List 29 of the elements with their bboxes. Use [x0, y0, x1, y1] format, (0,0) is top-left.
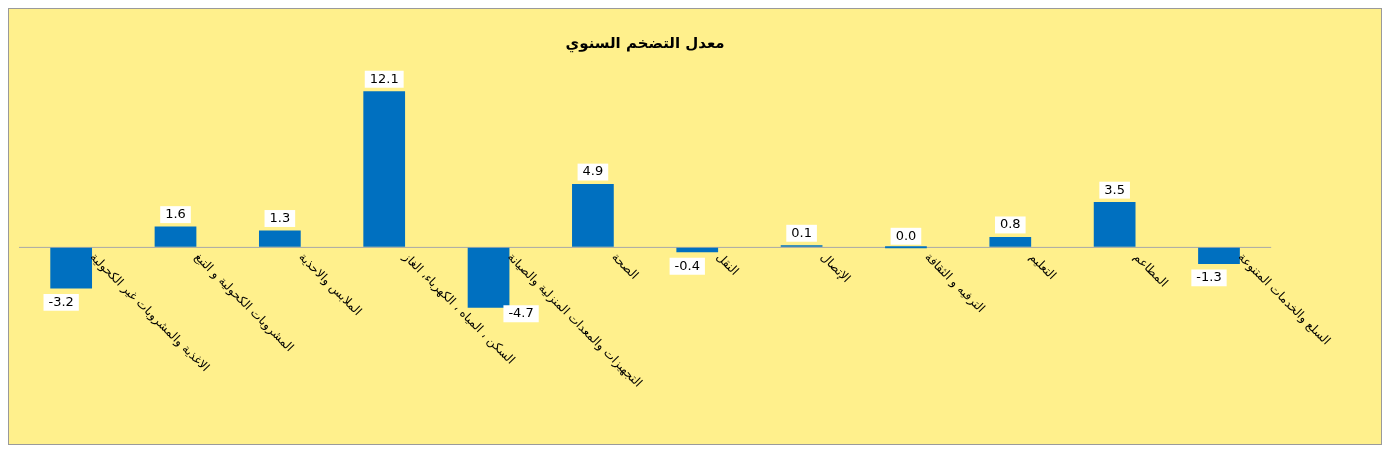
bar — [50, 247, 93, 289]
data-label: 1.3 — [269, 209, 291, 225]
x-tick-label: الإتصال — [817, 249, 854, 286]
data-label: -1.3 — [1196, 269, 1222, 285]
x-tick-label: المطاعم — [1130, 249, 1171, 290]
data-label: -3.2 — [48, 293, 74, 309]
x-tick-label: النقل — [713, 249, 742, 278]
bar — [572, 184, 614, 247]
chart-title: معدل التضخم السنوي — [565, 33, 725, 53]
data-label: -4.7 — [508, 305, 534, 321]
bar — [1093, 202, 1136, 247]
x-tick-label: الملابس والاحذية — [295, 249, 365, 319]
x-tick-label: المشروبات الكحولية و التبغ — [191, 249, 297, 355]
x-tick-label: الصحة — [609, 249, 642, 282]
bar — [258, 230, 301, 247]
data-label: 4.9 — [582, 163, 604, 179]
x-tick-label: الترفيه و الثقافة — [921, 249, 988, 316]
data-label: 1.6 — [165, 206, 186, 221]
bar — [363, 91, 406, 247]
bar — [467, 247, 510, 308]
data-label: 12.1 — [369, 70, 399, 86]
x-tick-label: التعليم — [1026, 249, 1060, 283]
data-label: 0.8 — [999, 216, 1021, 232]
data-label: -0.4 — [674, 257, 700, 273]
data-label: 0.0 — [895, 227, 917, 243]
data-label: 3.5 — [1104, 181, 1125, 197]
x-tick-label: السلع والخدمات المتنوعة — [1234, 249, 1334, 349]
data-label: 0.1 — [791, 224, 812, 240]
bar — [1198, 247, 1240, 264]
